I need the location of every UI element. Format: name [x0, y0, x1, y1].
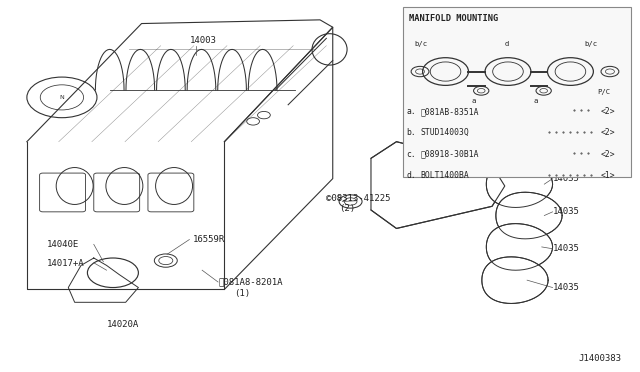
Text: P/C: P/C — [597, 89, 611, 95]
Text: a: a — [534, 98, 538, 104]
Text: STUD14003Q: STUD14003Q — [420, 128, 469, 137]
Text: ©08313-41225: ©08313-41225 — [326, 195, 391, 203]
Text: 14035: 14035 — [552, 283, 579, 292]
Text: 14040E: 14040E — [47, 240, 79, 249]
Text: b/c: b/c — [584, 41, 598, 48]
Text: c.: c. — [406, 150, 416, 159]
Text: d.: d. — [406, 171, 416, 180]
Text: 14035: 14035 — [552, 174, 579, 183]
Polygon shape — [371, 142, 505, 228]
Text: a.: a. — [406, 107, 416, 116]
Text: MANIFOLD MOUNTING: MANIFOLD MOUNTING — [409, 14, 499, 23]
Text: (2): (2) — [339, 204, 355, 214]
Bar — [403, 7, 631, 177]
Text: 14017+A: 14017+A — [47, 259, 85, 268]
Text: 14035: 14035 — [552, 207, 579, 217]
Polygon shape — [486, 224, 552, 270]
Text: 16559R: 16559R — [193, 235, 225, 244]
Text: a: a — [471, 98, 476, 104]
Text: 14003: 14003 — [189, 36, 216, 45]
Text: N: N — [60, 95, 64, 100]
Text: <2>: <2> — [600, 107, 615, 116]
Text: b.: b. — [406, 128, 416, 137]
Text: BOLT1400BA: BOLT1400BA — [420, 171, 469, 180]
Text: <1>: <1> — [600, 171, 615, 180]
Text: d: d — [505, 41, 509, 48]
Text: 14017: 14017 — [435, 145, 461, 154]
Text: S: S — [337, 195, 341, 201]
Text: Ⓑ081AB-8351A: Ⓑ081AB-8351A — [420, 107, 479, 116]
Text: 14035: 14035 — [552, 244, 579, 253]
Polygon shape — [496, 192, 562, 239]
Text: J1400383: J1400383 — [578, 354, 621, 363]
Text: 14020A: 14020A — [106, 320, 139, 329]
Polygon shape — [482, 257, 548, 304]
Text: b/c: b/c — [414, 41, 428, 48]
Text: Ⓝ08918-30B1A: Ⓝ08918-30B1A — [420, 150, 479, 159]
Text: <2>: <2> — [600, 128, 615, 137]
Text: Ⓑ081A8-8201A: Ⓑ081A8-8201A — [218, 278, 282, 286]
Text: <2>: <2> — [600, 150, 615, 159]
Text: (1): (1) — [234, 289, 250, 298]
Polygon shape — [486, 161, 552, 208]
